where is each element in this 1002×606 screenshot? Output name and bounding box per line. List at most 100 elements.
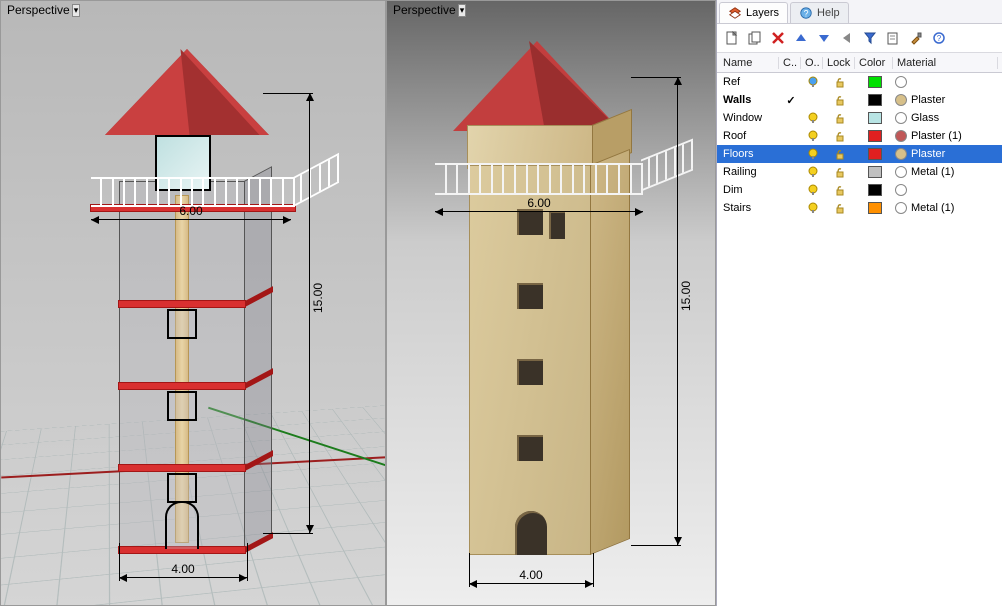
layer-lock[interactable] (825, 76, 855, 88)
svg-text:?: ? (804, 9, 809, 19)
layer-color[interactable] (857, 148, 893, 160)
layer-material[interactable]: Metal (1) (895, 202, 998, 214)
layer-material[interactable]: Plaster (1) (895, 130, 998, 142)
color-swatch (868, 166, 882, 178)
viewport-dropdown-icon[interactable]: ▾ (458, 4, 467, 17)
layer-color[interactable] (857, 76, 893, 88)
layer-visibility[interactable] (803, 184, 823, 196)
layers-icon (728, 6, 742, 20)
lock-icon (834, 184, 846, 196)
color-swatch (868, 202, 882, 214)
layer-row[interactable]: StairsMetal (1) (717, 199, 1002, 217)
delete-layer-button[interactable] (767, 27, 789, 49)
layer-row[interactable]: Walls✓Plaster (717, 91, 1002, 109)
layer-name: Dim (721, 184, 779, 196)
col-on[interactable]: O.. (803, 57, 823, 69)
col-material[interactable]: Material (895, 57, 998, 69)
layer-color[interactable] (857, 112, 893, 124)
tower-side-face (244, 166, 272, 551)
layer-visibility[interactable] (803, 130, 823, 142)
help-button[interactable]: ? (928, 27, 950, 49)
move-left-button[interactable] (836, 27, 858, 49)
balcony-railing-front (91, 177, 295, 207)
layer-row[interactable]: Floors Plaster (717, 145, 1002, 163)
material-name: Plaster (911, 94, 945, 106)
dimension-ext (631, 545, 681, 546)
layer-material[interactable]: Plaster (895, 94, 998, 106)
layer-lock[interactable] (825, 130, 855, 142)
layer-lock[interactable] (825, 184, 855, 196)
dimension-width-value: 4.00 (519, 568, 542, 582)
layer-name: Roof (721, 130, 779, 142)
filter-button[interactable] (859, 27, 881, 49)
layer-name: Floors (721, 148, 779, 160)
material-swatch (895, 94, 907, 106)
tower-side-face (590, 149, 630, 555)
viewport-left[interactable]: Perspective ▾ 15.00 4.00 (0, 0, 386, 606)
col-color[interactable]: Color (857, 57, 893, 69)
layer-material[interactable] (895, 184, 998, 196)
layer-lock[interactable] (825, 166, 855, 178)
bulb-icon (807, 130, 819, 142)
layer-row[interactable]: Roof Plaster (1) (717, 127, 1002, 145)
layer-material[interactable]: Metal (1) (895, 166, 998, 178)
dimension-ext (119, 543, 120, 581)
layer-visibility[interactable] (803, 112, 823, 124)
tower-rendered[interactable] (459, 53, 629, 563)
layer-lock[interactable] (825, 202, 855, 214)
lock-icon (834, 148, 846, 160)
layer-current[interactable]: ✓ (781, 94, 801, 107)
dimension-width-base: 4.00 (119, 577, 247, 578)
layer-color[interactable] (857, 130, 893, 142)
lock-icon (834, 202, 846, 214)
tower-transparent[interactable] (109, 77, 261, 551)
tab-layers-label: Layers (746, 7, 779, 19)
lock-icon (834, 166, 846, 178)
material-swatch (895, 184, 907, 196)
layer-color[interactable] (857, 202, 893, 214)
layer-row[interactable]: Window Glass (717, 109, 1002, 127)
edit-button[interactable] (882, 27, 904, 49)
move-up-button[interactable] (790, 27, 812, 49)
color-swatch (868, 148, 882, 160)
layer-material[interactable]: Glass (895, 112, 998, 124)
viewport-dropdown-icon[interactable]: ▾ (72, 4, 81, 17)
tab-layers[interactable]: Layers (719, 2, 788, 23)
layer-color[interactable] (857, 166, 893, 178)
table-header[interactable]: Name C.. O.. Lock Color Material (717, 53, 1002, 73)
color-swatch (868, 184, 882, 196)
bulb-icon (807, 184, 819, 196)
col-current[interactable]: C.. (781, 57, 801, 69)
lock-icon (834, 112, 846, 124)
layer-material[interactable]: Plaster (895, 148, 998, 160)
layer-row[interactable]: RailingMetal (1) (717, 163, 1002, 181)
material-swatch (895, 202, 907, 214)
layer-lock[interactable] (825, 94, 855, 106)
tab-help[interactable]: ? Help (790, 2, 849, 23)
layer-color[interactable] (857, 94, 893, 106)
layer-lock[interactable] (825, 148, 855, 160)
layer-visibility[interactable] (803, 94, 823, 106)
move-down-button[interactable] (813, 27, 835, 49)
layer-color[interactable] (857, 184, 893, 196)
viewport-right[interactable]: Perspective ▾ 15.00 4.00 6.00 (386, 0, 716, 606)
door (165, 501, 199, 549)
duplicate-layer-button[interactable] (744, 27, 766, 49)
layer-lock[interactable] (825, 112, 855, 124)
viewport-label-right[interactable]: Perspective ▾ (393, 3, 466, 17)
color-swatch (868, 130, 882, 142)
new-layer-button[interactable] (721, 27, 743, 49)
tools-button[interactable] (905, 27, 927, 49)
viewport-label-left[interactable]: Perspective ▾ (7, 3, 80, 17)
layer-row[interactable]: Dim (717, 181, 1002, 199)
col-name[interactable]: Name (721, 57, 779, 69)
layer-visibility[interactable] (803, 202, 823, 214)
layer-material[interactable] (895, 76, 998, 88)
layer-row[interactable]: Ref (717, 73, 1002, 91)
layer-visibility[interactable] (803, 166, 823, 178)
layer-visibility[interactable] (803, 148, 823, 160)
layer-name: Window (721, 112, 779, 124)
layer-visibility[interactable] (803, 76, 823, 88)
layers-table: Name C.. O.. Lock Color Material RefWall… (717, 53, 1002, 606)
col-lock[interactable]: Lock (825, 57, 855, 69)
